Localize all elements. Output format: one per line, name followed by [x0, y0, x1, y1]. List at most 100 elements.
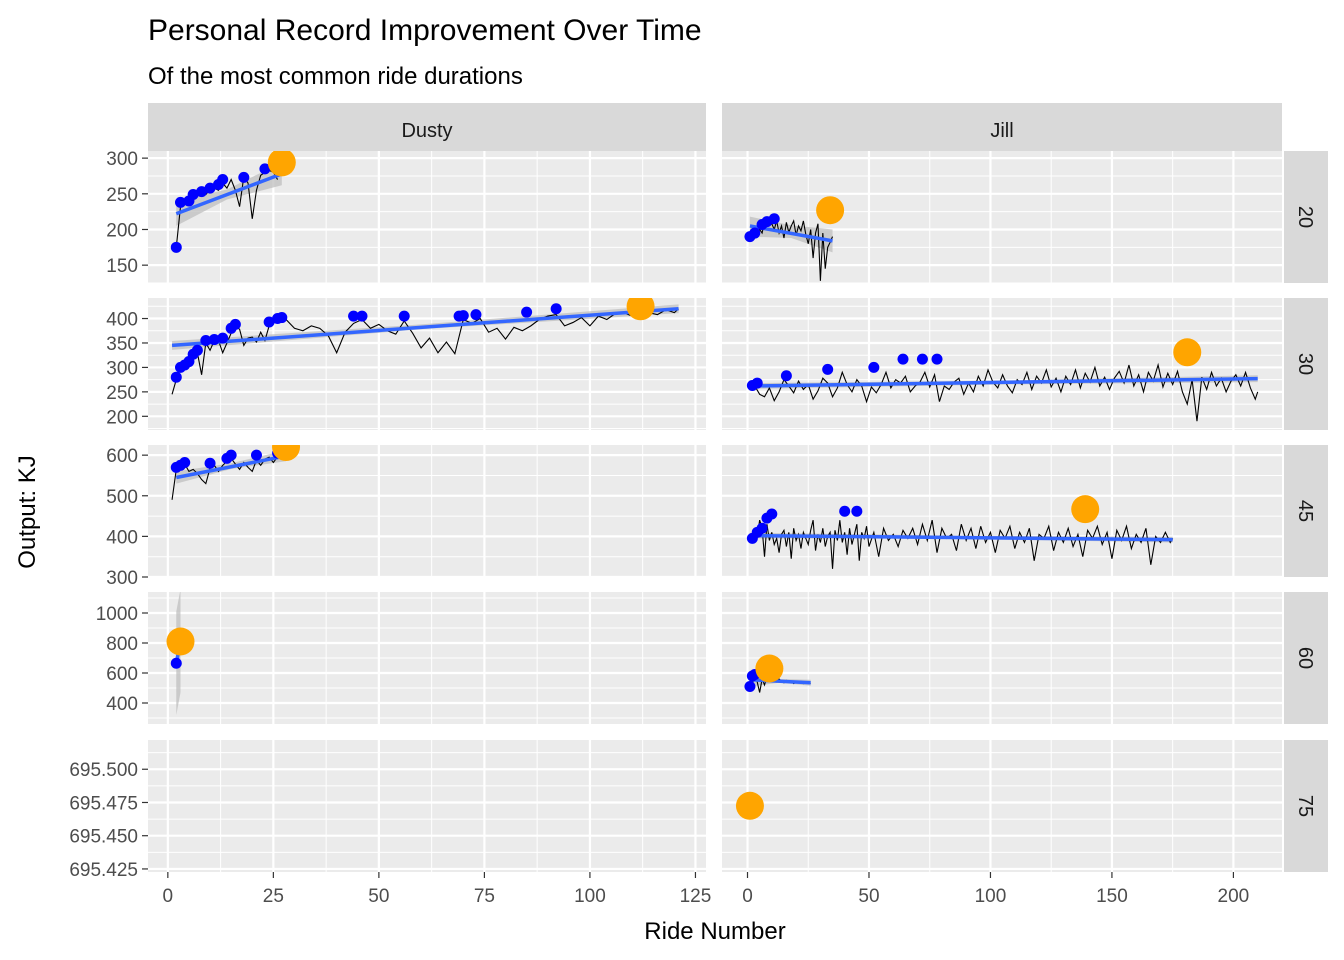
- y-tick-label: 300: [106, 568, 138, 589]
- facet-strip-dusty: [148, 103, 706, 151]
- panel-background: [722, 740, 1282, 872]
- y-tick-label: 695.425: [69, 860, 138, 881]
- pr-point: [768, 213, 780, 225]
- y-tick-label: 695.475: [69, 793, 138, 814]
- panel-marks: [170, 151, 296, 253]
- pr-point: [200, 335, 212, 347]
- pr-point: [259, 163, 271, 175]
- pr-point: [780, 370, 792, 382]
- pr-point: [276, 312, 288, 324]
- x-tick-label: 100: [574, 886, 606, 907]
- pr-point: [916, 353, 928, 365]
- x-tick-label: 0: [163, 886, 174, 907]
- panel-jill-45: [722, 445, 1282, 579]
- x-tick-label: 75: [474, 886, 495, 907]
- pr-point: [470, 309, 482, 321]
- y-tick-label: 1000: [96, 604, 138, 625]
- y-tick-label: 250: [106, 185, 138, 206]
- pr-point: [238, 171, 250, 183]
- facet-strip-jill: [722, 103, 1282, 151]
- pr-point: [263, 316, 275, 328]
- panel-background: [148, 151, 706, 283]
- facet-strip-duration-20: [1284, 151, 1328, 283]
- panel-marks: [735, 791, 764, 820]
- y-tick-label: 600: [106, 664, 138, 685]
- y-tick-label: 400: [106, 694, 138, 715]
- pr-point: [170, 371, 182, 383]
- pr-point: [766, 508, 778, 520]
- pr-point: [204, 182, 216, 194]
- pr-point: [398, 310, 410, 322]
- pr-point: [521, 306, 533, 318]
- pr-point: [751, 377, 763, 389]
- panel-dusty-60: [148, 592, 706, 724]
- y-tick-label: 200: [106, 220, 138, 241]
- x-tick-label: 0: [742, 886, 753, 907]
- pr-point: [225, 449, 237, 461]
- panel-jill-75: [722, 740, 1282, 872]
- pr-point: [744, 681, 756, 692]
- facet-strip-label-jill: Jill: [990, 120, 1013, 142]
- ride-output-line: [749, 362, 1259, 422]
- pr-point: [170, 657, 182, 669]
- pr-point: [250, 449, 262, 461]
- pr-point: [208, 334, 220, 346]
- pr-point: [217, 174, 229, 186]
- trend-line: [171, 307, 679, 348]
- panel-marks: [744, 196, 845, 281]
- y-tick-label: 200: [106, 407, 138, 428]
- panel-jill-20: [722, 151, 1282, 284]
- y-tick-label: 600: [106, 446, 138, 467]
- panel-background: [722, 445, 1282, 577]
- pr-point: [868, 361, 880, 373]
- pr-point: [229, 318, 241, 330]
- best-record-point: [272, 445, 301, 462]
- panel-dusty-45: [148, 445, 706, 579]
- panel-marks: [744, 654, 811, 693]
- y-tick-label: 400: [106, 310, 138, 331]
- y-tick-label: 400: [106, 527, 138, 548]
- pr-point: [822, 363, 834, 375]
- trend-line: [749, 678, 811, 685]
- best-record-point: [735, 791, 764, 820]
- panel-marks: [746, 495, 1174, 569]
- panel-marks: [746, 338, 1259, 422]
- facet-strip-label-duration-20: 20: [1294, 206, 1316, 228]
- x-tick-label: 150: [1096, 886, 1128, 907]
- panel-marks: [170, 445, 301, 500]
- y-tick-label: 250: [106, 383, 138, 404]
- pr-point: [749, 227, 761, 239]
- facet-strip-duration-30: [1284, 298, 1328, 430]
- panel-dusty-75: [148, 740, 706, 872]
- pr-point: [851, 505, 863, 517]
- trend-line: [749, 533, 1173, 542]
- best-record-point: [166, 627, 195, 656]
- chart-subtitle: Of the most common ride durations: [148, 63, 523, 90]
- pr-point: [931, 353, 943, 365]
- x-tick-label: 100: [975, 886, 1007, 907]
- facet-strip-duration-60: [1284, 592, 1328, 724]
- facet-strip-label-duration-60: 60: [1294, 647, 1316, 669]
- x-tick-label: 200: [1218, 886, 1250, 907]
- x-tick-label: 25: [263, 886, 284, 907]
- x-tick-label: 125: [680, 886, 712, 907]
- panel-background: [148, 298, 706, 430]
- panel-background: [148, 740, 706, 872]
- x-tick-label: 50: [368, 886, 389, 907]
- panel-jill-30: [722, 298, 1282, 430]
- pr-point: [348, 310, 360, 322]
- pr-point: [756, 522, 768, 534]
- pr-point: [839, 505, 851, 517]
- y-tick-label: 800: [106, 634, 138, 655]
- y-tick-label: 150: [106, 256, 138, 277]
- y-tick-label: 300: [106, 149, 138, 170]
- y-tick-label: 695.500: [69, 760, 138, 781]
- facet-strip-duration-75: [1284, 740, 1328, 872]
- pr-point: [550, 303, 562, 315]
- best-record-point: [755, 654, 784, 683]
- pr-point: [187, 189, 199, 201]
- facet-strip-duration-45: [1284, 445, 1328, 577]
- trend-line: [749, 376, 1258, 388]
- y-tick-label: 695.450: [69, 827, 138, 848]
